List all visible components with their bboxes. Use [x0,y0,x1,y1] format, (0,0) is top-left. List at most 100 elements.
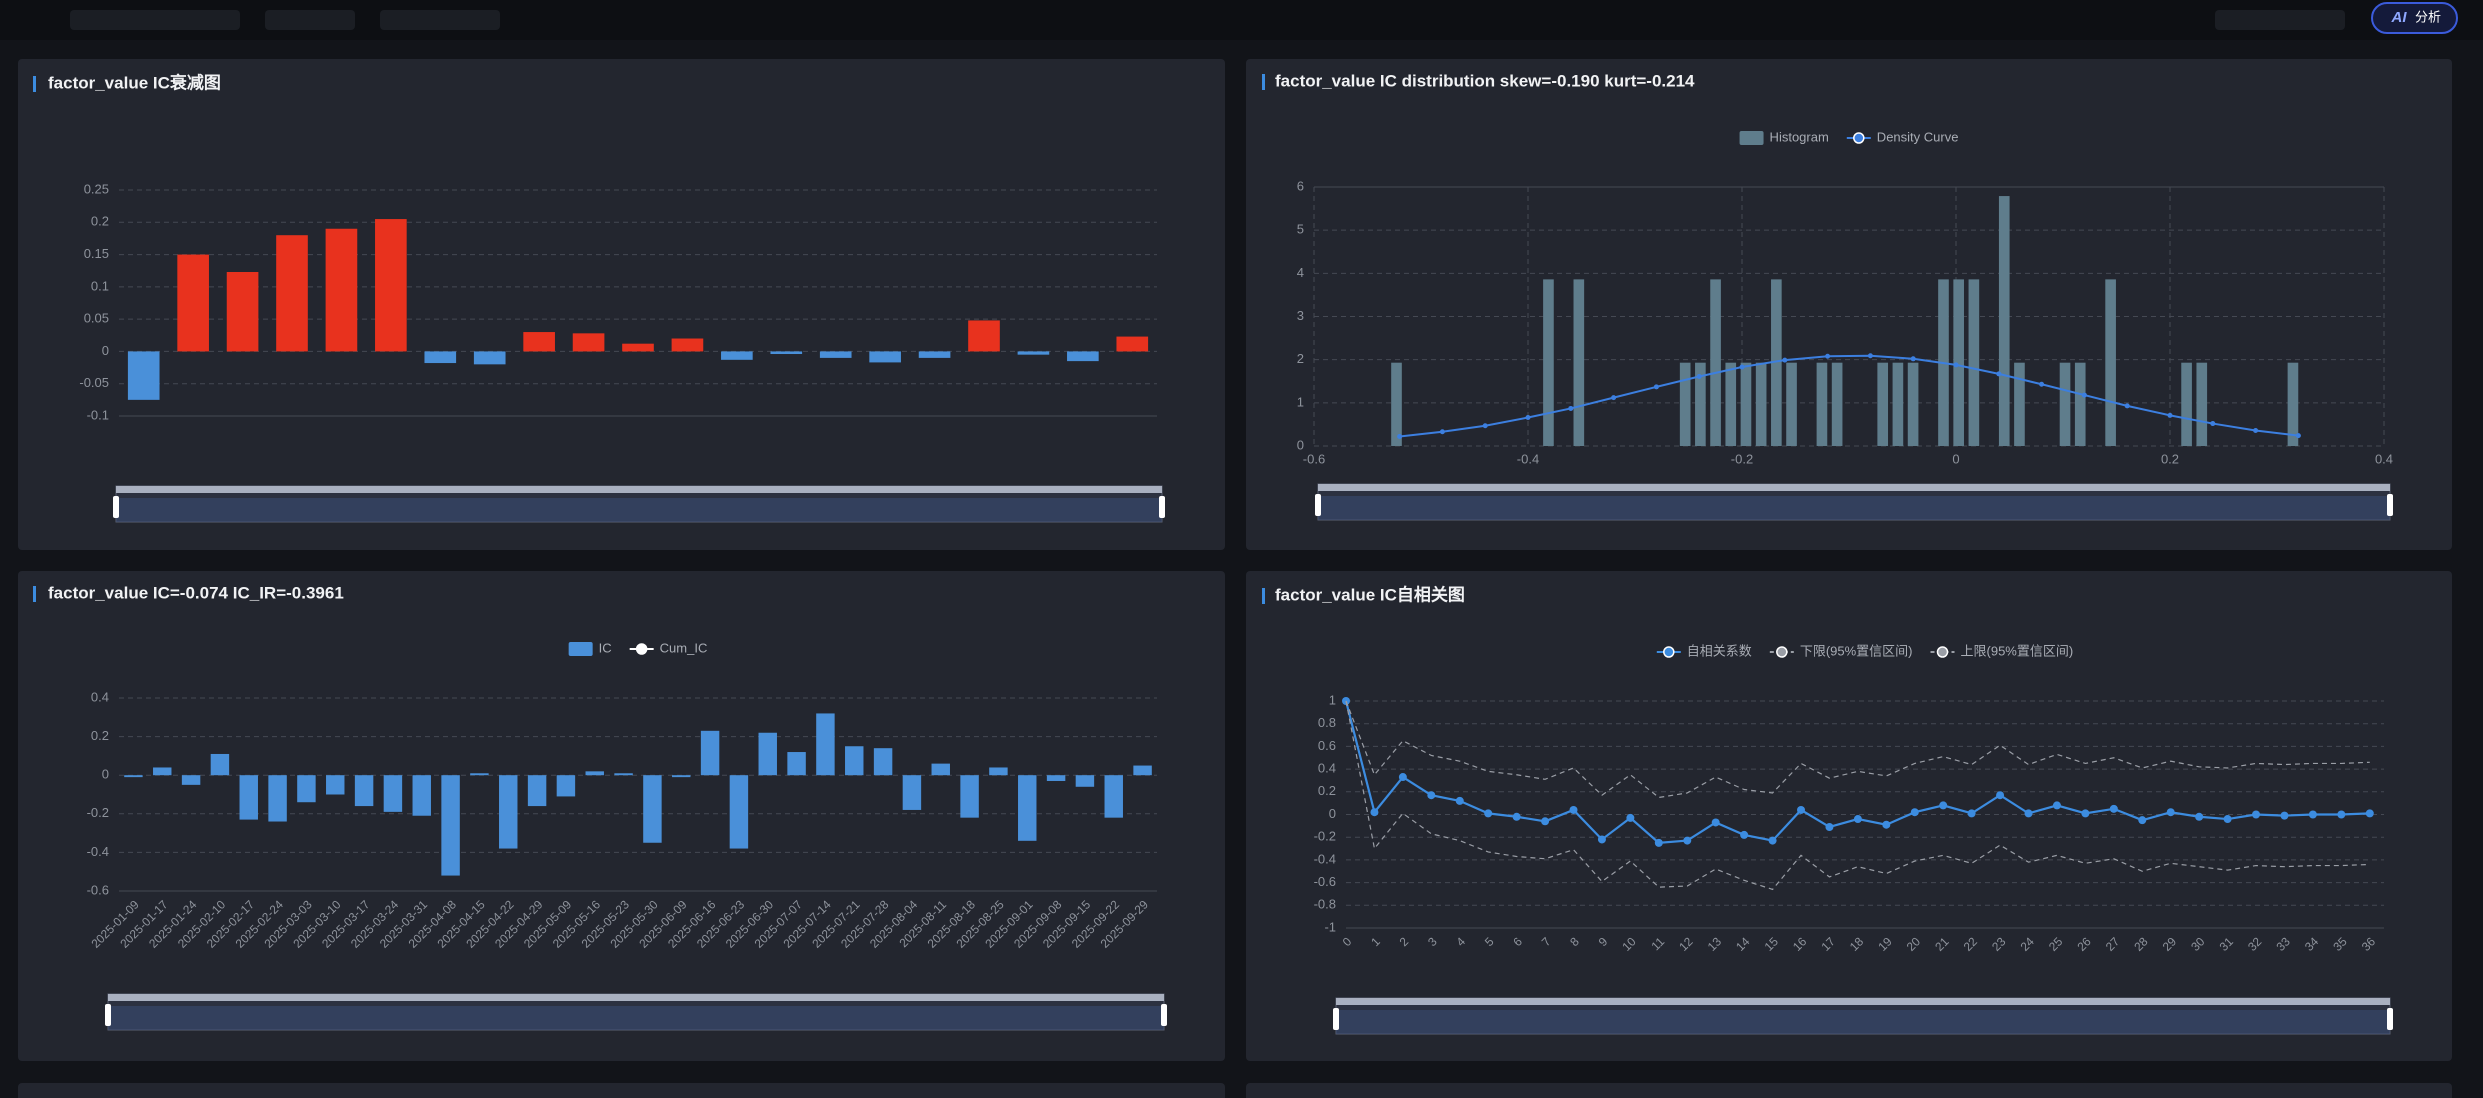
y-tick-label: 1 [1329,692,1336,707]
y-tick-label: 0 [102,343,109,358]
line-point [1797,805,1806,814]
bar [585,771,604,776]
chart-title: factor_value IC衰减图 [48,72,221,92]
bar [424,351,457,364]
bar [412,775,431,816]
legend-label: Density Curve [1877,129,1959,144]
line-point [1654,838,1663,847]
zoom-slider-bar [1336,998,2390,1005]
x-tick-label: -0.2 [1731,451,1753,466]
bar [181,775,201,785]
histogram-bar [1877,362,1889,446]
bar [968,320,1000,352]
y-tick-label: 0.2 [91,214,109,229]
legend-label: 下限(95%置信区间) [1800,643,1913,658]
y-tick-label: -0.8 [1314,897,1336,912]
density-point [1996,371,2002,377]
ai-button[interactable] [2371,2,2458,34]
density-point [1397,434,1403,440]
zoom-handle[interactable] [1333,1008,1339,1030]
legend: 自相关系数 下限(95%置信区间) 上限(95%置信区间) [1656,643,2073,658]
ai-icon: AI [2391,9,2408,26]
line-point [2166,808,2175,817]
line-point [1825,822,1834,831]
density-point [1439,429,1445,435]
line [1345,700,2370,799]
y-tick-label: -0.2 [87,805,109,820]
y-tick-label: 0 [102,767,109,782]
y-tick-label: 0.1 [91,278,109,293]
density-point [1825,353,1831,359]
zoom-handle[interactable] [2387,494,2393,516]
bar [210,753,230,776]
zoom-slider-fill [108,1006,1164,1030]
y-tick-label: 6 [1297,178,1304,193]
histogram-bar [2105,279,2116,446]
nav-item[interactable] [2215,10,2345,30]
zoom-handle[interactable] [2387,1008,2393,1030]
line-point [1512,812,1521,821]
nav-item[interactable] [70,10,240,30]
y-tick-label: -0.4 [87,844,109,859]
zoom-slider-fill [116,498,1162,522]
y-tick-label: 0.05 [84,311,109,326]
line-point [1996,791,2005,800]
density-point [1782,357,1788,363]
density-point [1867,353,1873,359]
x-tick-label: -0.4 [1517,451,1539,466]
y-tick-label: 2 [1297,351,1304,366]
bar [931,763,950,776]
bar [375,219,407,352]
nav-item[interactable] [265,10,355,30]
bar [729,775,749,849]
zoom-handle[interactable] [113,496,119,518]
legend-icon [568,642,593,656]
y-tick-label: -1 [1324,919,1336,934]
y-tick-label: 0.2 [91,728,109,743]
histogram-bar [1695,362,1706,446]
density-point [2081,392,2087,398]
bar [124,775,143,778]
bar [1067,351,1099,362]
histogram-bar [2196,362,2208,446]
y-tick-label: 0 [1297,437,1304,452]
nav-item[interactable] [380,10,500,30]
histogram-bar [2074,362,2086,446]
density-point [2210,421,2216,427]
panel [1246,571,2452,1061]
density-point [2295,433,2301,439]
y-tick-label: 0.4 [1318,761,1336,776]
bar [845,746,864,776]
legend: Histogram Density Curve [1739,129,1959,145]
title-accent [1262,588,1265,604]
line-point [1455,796,1464,805]
bar [383,775,403,812]
title-accent [1262,74,1265,90]
histogram-bar [1831,362,1843,446]
panel [18,59,1225,550]
histogram-bar [1740,362,1752,446]
line-point [2138,816,2147,825]
bar [499,775,518,849]
density-point [2253,427,2259,433]
bar [721,351,753,360]
y-tick-label: 0.4 [91,689,109,704]
line-point [2280,811,2289,820]
line-point [1569,805,1578,814]
histogram-bar [2014,362,2025,446]
top-bar [0,0,2483,40]
chart-title: factor_value IC自相关图 [1275,584,1465,604]
zoom-handle[interactable] [1315,494,1321,516]
histogram-bar [1816,362,1828,446]
legend-label: IC [599,640,612,655]
zoom-handle[interactable] [1161,1004,1167,1026]
zoom-handle[interactable] [105,1004,111,1026]
zoom-handle[interactable] [1159,496,1165,518]
bar [643,775,662,843]
bar [226,272,259,352]
legend-label: Cum_IC [660,640,708,655]
bar [556,775,576,797]
legend-icon [1936,646,1949,658]
density-point [1568,405,1574,411]
y-tick-label: -0.1 [87,407,109,422]
